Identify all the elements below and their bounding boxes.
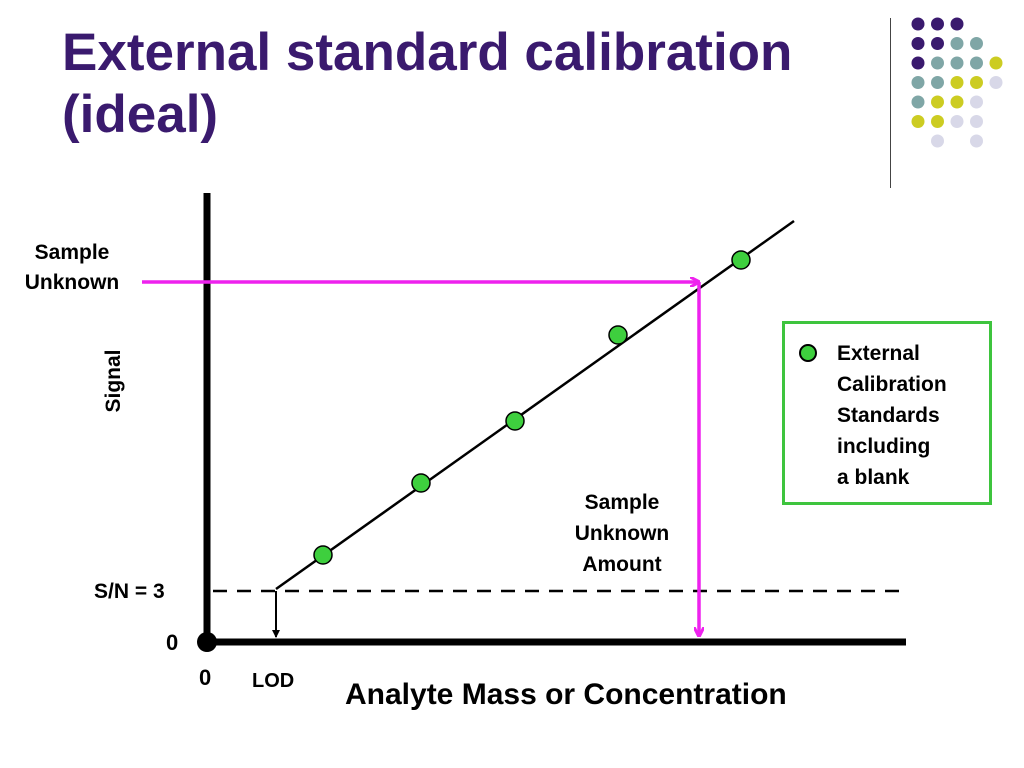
- lavender-dot: [950, 115, 964, 128]
- slide-title: External standard calibration (ideal): [62, 22, 862, 146]
- x-axis-label: Analyte Mass or Concentration: [345, 678, 787, 711]
- teal-dot: [911, 76, 925, 89]
- y-zero-label: 0: [166, 630, 179, 655]
- sample-amount-line-2: Unknown: [574, 522, 670, 545]
- lavender-dot: [970, 95, 983, 109]
- title-divider: [890, 18, 891, 188]
- lavender-dot: [931, 134, 944, 148]
- calibration-standard-point: [608, 325, 628, 345]
- lavender-dot: [989, 76, 1003, 89]
- purple-dot: [931, 37, 944, 50]
- legend-text: External Calibration Standards including…: [837, 338, 987, 493]
- yellow-dot: [989, 56, 1003, 70]
- sample-amount-line-1: Sample: [584, 491, 660, 514]
- sample-amount-label: Sample Unknown Amount: [548, 487, 696, 580]
- teal-dot: [950, 56, 964, 70]
- slide-title-line-2: (ideal): [62, 85, 219, 144]
- sample-amount-line-3: Amount: [582, 553, 662, 576]
- teal-dot: [911, 95, 925, 109]
- sn3-label: S/N = 3: [94, 580, 165, 603]
- legend-line-1: External: [837, 342, 920, 365]
- sample-unknown-line-1: Sample: [34, 241, 110, 264]
- calibration-standard-point: [313, 545, 333, 565]
- legend-marker-icon: [799, 344, 817, 362]
- teal-dot: [970, 56, 983, 70]
- lavender-dot: [970, 134, 983, 148]
- lavender-dot: [970, 115, 983, 128]
- teal-dot: [950, 37, 964, 50]
- x-zero-label: 0: [199, 665, 212, 690]
- legend-line-5: a blank: [837, 466, 910, 489]
- yellow-dot: [931, 115, 944, 128]
- slide-title-line-1: External standard calibration: [62, 23, 793, 82]
- calibration-standard-point: [411, 473, 431, 493]
- teal-dot: [931, 56, 944, 70]
- calibration-line: [275, 219, 795, 591]
- purple-dot: [911, 56, 925, 70]
- y-axis-label: Signal: [102, 349, 125, 413]
- legend-box: External Calibration Standards including…: [782, 321, 992, 505]
- sample-unknown-label: Sample Unknown: [10, 238, 134, 298]
- yellow-dot: [911, 115, 925, 128]
- yellow-dot: [950, 76, 964, 89]
- origin-point: [197, 632, 217, 652]
- sample-unknown-line-2: Unknown: [24, 271, 120, 294]
- purple-dot: [950, 17, 964, 31]
- teal-dot: [970, 37, 983, 50]
- teal-dot: [931, 76, 944, 89]
- purple-dot: [911, 37, 925, 50]
- legend-line-2: Calibration: [837, 373, 947, 396]
- purple-dot: [911, 17, 925, 31]
- decorative-dot-grid: [911, 17, 1003, 148]
- calibration-standard-point: [505, 411, 525, 431]
- legend-line-4: including: [837, 435, 931, 458]
- yellow-dot: [970, 76, 983, 89]
- yellow-dot: [950, 95, 964, 109]
- lod-label: LOD: [252, 670, 295, 692]
- purple-dot: [931, 17, 944, 31]
- yellow-dot: [931, 95, 944, 109]
- legend-line-3: Standards: [837, 404, 940, 427]
- calibration-standard-point: [731, 250, 751, 270]
